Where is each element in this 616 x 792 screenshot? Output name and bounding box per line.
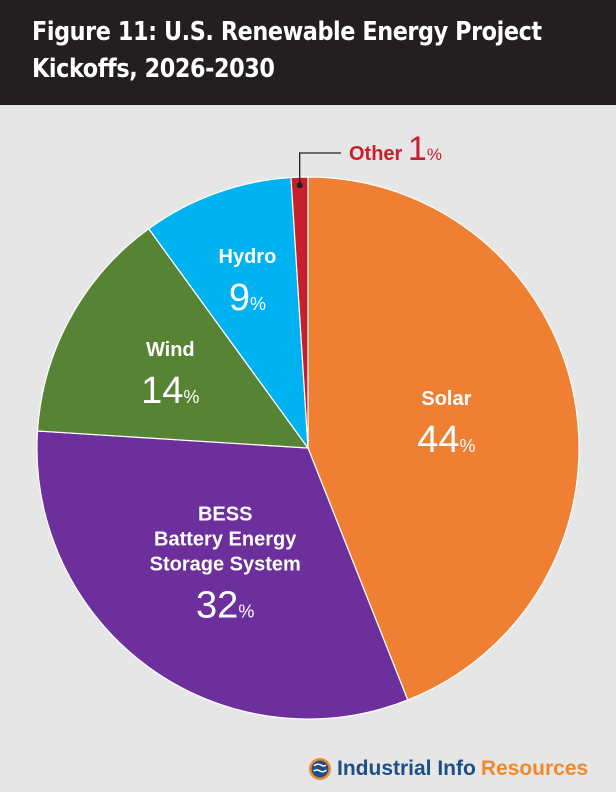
slice-value-unit-other: % [427,145,442,164]
slice-name-bess-3: Storage System [150,554,301,576]
brand-footer: Industrial Info Resources [308,755,588,783]
chart-title-line-2: Kickoffs, 2026-2030 [32,54,275,84]
slice-value-unit-hydro: % [250,294,266,314]
slice-value-unit-bess: % [238,602,254,622]
slice-label-hydro: Hydro 9% [219,246,277,319]
slice-label-solar: Solar 44% [417,388,475,461]
slice-value-unit-wind: % [183,387,199,407]
slice-value-wind: 14% [141,370,199,412]
slice-value-number-bess: 32 [196,585,238,627]
slice-label-bess: BESS Battery Energy Storage System 32% [150,504,301,627]
slice-name-wind: Wind [146,339,195,361]
slice-label-other: Other 1% [349,130,442,168]
pie-slice-solar [307,176,580,701]
brand-name-part2: Resources [480,757,589,780]
slice-value-hydro: 9% [229,277,266,319]
slice-value-bess: 32% [196,585,254,627]
pie-chart: Solar 44% BESS Battery Energy Storage System… [36,130,580,720]
slice-value-number-solar: 44 [417,419,459,461]
slice-name-bess-2: Battery Energy [154,529,297,551]
slice-name-solar: Solar [421,388,471,410]
pie-slice-hydro [147,176,309,451]
slice-value-solar: 44% [417,419,475,461]
slice-name-bess-1: BESS [198,504,252,526]
slice-name-hydro: Hydro [219,246,277,268]
slice-label-wind: Wind 14% [141,339,199,412]
leader-line-other [299,152,341,186]
pie-slice-wind [36,227,310,449]
slice-value-number-hydro: 9 [229,277,250,319]
pie-slice-bess [36,430,409,720]
slice-value-number-other: 1 [408,130,427,168]
globe-icon [309,758,331,780]
chart-title-line-1: Figure 11: U.S. Renewable Energy Project [32,17,542,47]
slice-value-number-wind: 14 [141,370,183,412]
brand-name-part1: Industrial Info [337,757,476,780]
chart-header: Figure 11: U.S. Renewable Energy Project… [0,0,616,105]
slice-name-other: Other [349,143,408,165]
leader-dot-other [296,182,303,189]
slice-value-unit-solar: % [460,436,476,456]
